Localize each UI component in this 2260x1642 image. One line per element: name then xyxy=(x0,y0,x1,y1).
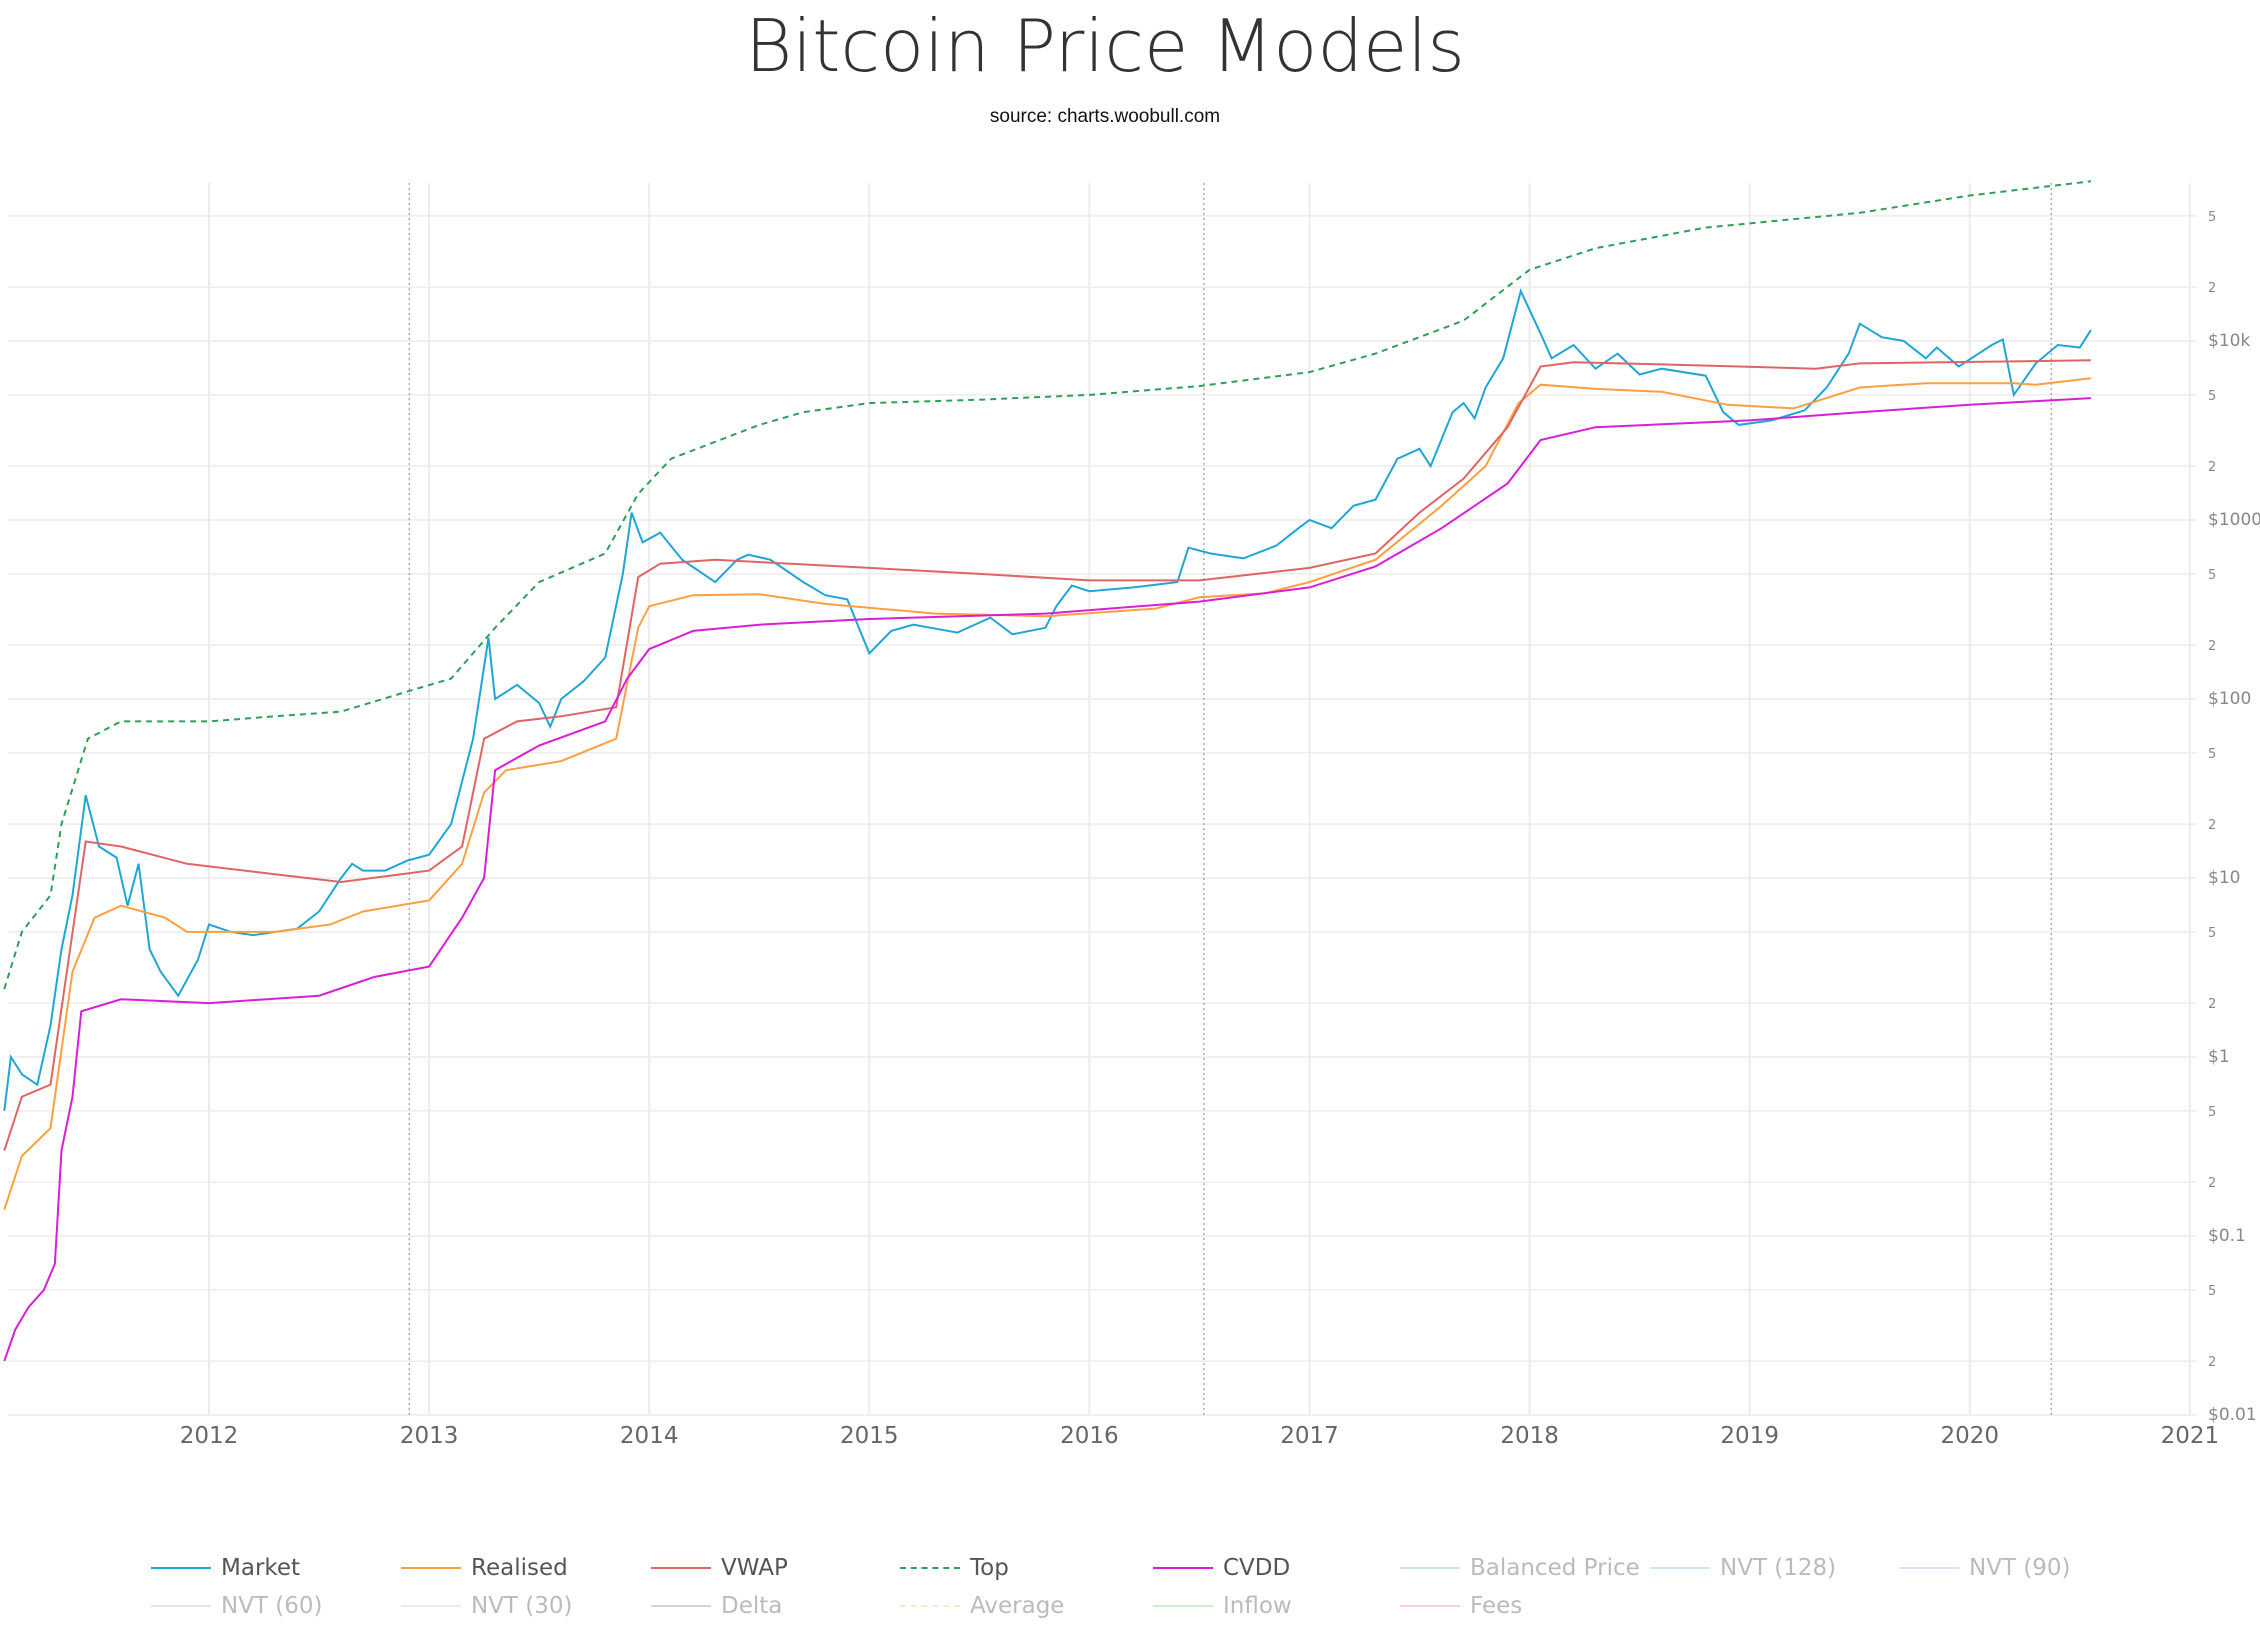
legend-swatch xyxy=(651,1605,711,1607)
legend-label: VWAP xyxy=(721,1555,788,1581)
y-tick-label: $1 xyxy=(2208,1047,2230,1067)
y-tick-label: 5 xyxy=(2208,389,2216,404)
x-tick-label: 2012 xyxy=(180,1423,239,1449)
x-tick-label: 2018 xyxy=(1500,1423,1559,1449)
y-tick-label: 2 xyxy=(2208,281,2216,296)
legend-swatch xyxy=(900,1605,960,1607)
legend-swatch xyxy=(1153,1567,1213,1569)
legend-item-nvt-30-[interactable]: NVT (30) xyxy=(401,1593,573,1619)
y-tick-label: 2 xyxy=(2208,1355,2216,1370)
legend-item-nvt-60-[interactable]: NVT (60) xyxy=(151,1593,323,1619)
legend-item-inflow[interactable]: Inflow xyxy=(1153,1593,1292,1619)
legend-swatch xyxy=(1650,1567,1710,1569)
legend-swatch xyxy=(1400,1567,1460,1569)
y-tick-label: 2 xyxy=(2208,997,2216,1012)
y-tick-label: $100 xyxy=(2208,689,2251,709)
legend-label: Market xyxy=(221,1555,301,1581)
legend-item-realised[interactable]: Realised xyxy=(401,1555,568,1581)
series-line-market xyxy=(3,288,2092,1112)
legend-label: CVDD xyxy=(1223,1555,1291,1581)
series-line-top xyxy=(3,180,2092,990)
y-tick-label: $10 xyxy=(2208,868,2240,888)
legend-item-vwap[interactable]: VWAP xyxy=(651,1555,788,1581)
legend-swatch xyxy=(401,1605,461,1607)
legend-label: NVT (30) xyxy=(471,1593,573,1619)
legend-item-fees[interactable]: Fees xyxy=(1400,1593,1522,1619)
legend-swatch xyxy=(401,1567,461,1569)
x-tick-label: 2021 xyxy=(2161,1423,2220,1449)
y-tick-label: 2 xyxy=(2208,818,2216,833)
legend-label: Fees xyxy=(1470,1593,1523,1619)
legend-swatch xyxy=(151,1605,211,1607)
x-tick-label: 2016 xyxy=(1060,1423,1119,1449)
y-tick-label: 2 xyxy=(2208,639,2216,654)
y-tick-label: 5 xyxy=(2208,747,2216,762)
x-tick-label: 2013 xyxy=(400,1423,459,1449)
legend-swatch xyxy=(1899,1567,1959,1569)
x-tick-label: 2017 xyxy=(1280,1423,1339,1449)
legend-swatch xyxy=(651,1567,711,1569)
legend-item-cvdd[interactable]: CVDD xyxy=(1153,1555,1290,1581)
y-tick-label: 5 xyxy=(2208,1284,2216,1299)
y-tick-label: 5 xyxy=(2208,568,2216,583)
chart-title: Bitcoin Price Models xyxy=(745,4,1465,88)
chart-subtitle: source: charts.woobull.com xyxy=(989,106,1221,127)
legend-label: Delta xyxy=(721,1593,783,1619)
legend-label: Realised xyxy=(471,1555,568,1581)
y-tick-label: $0.1 xyxy=(2208,1226,2246,1246)
series-line-realised xyxy=(3,377,2092,1211)
x-tick-label: 2020 xyxy=(1941,1423,2000,1449)
y-tick-label: 5 xyxy=(2208,926,2216,941)
series-line-vwap xyxy=(3,359,2091,1151)
legend-item-top[interactable]: Top xyxy=(900,1555,1009,1581)
legend-label: NVT (128) xyxy=(1720,1555,1837,1581)
legend-item-delta[interactable]: Delta xyxy=(651,1593,782,1619)
y-tick-label: 2 xyxy=(2208,1176,2216,1191)
legend-swatch xyxy=(900,1567,960,1569)
legend-item-nvt-128-[interactable]: NVT (128) xyxy=(1650,1555,1836,1581)
legend-item-average[interactable]: Average xyxy=(900,1593,1064,1619)
legend-label: NVT (90) xyxy=(1969,1555,2071,1581)
legend-swatch xyxy=(1153,1605,1213,1607)
y-tick-label: $10k xyxy=(2208,331,2250,351)
legend-label: Average xyxy=(970,1593,1065,1619)
x-tick-label: 2015 xyxy=(840,1423,899,1449)
legend-label: Top xyxy=(970,1555,1009,1581)
legend-swatch xyxy=(151,1567,211,1569)
legend-label: Balanced Price xyxy=(1470,1555,1640,1581)
y-tick-label: 2 xyxy=(2208,460,2216,475)
legend-item-nvt-90-[interactable]: NVT (90) xyxy=(1899,1555,2071,1581)
legend-label: Inflow xyxy=(1223,1593,1292,1619)
series-line-cvdd xyxy=(3,397,2091,1362)
y-tick-label: 5 xyxy=(2208,210,2216,225)
y-tick-label: $1000 xyxy=(2208,510,2260,530)
legend-swatch xyxy=(1400,1605,1460,1607)
y-tick-label: 5 xyxy=(2208,1105,2216,1120)
legend-item-market[interactable]: Market xyxy=(151,1555,300,1581)
x-tick-label: 2014 xyxy=(620,1423,679,1449)
legend-label: NVT (60) xyxy=(221,1593,323,1619)
x-tick-label: 2019 xyxy=(1720,1423,1779,1449)
legend-item-balanced-price[interactable]: Balanced Price xyxy=(1400,1555,1640,1581)
y-tick-label: $0.01 xyxy=(2208,1405,2257,1425)
